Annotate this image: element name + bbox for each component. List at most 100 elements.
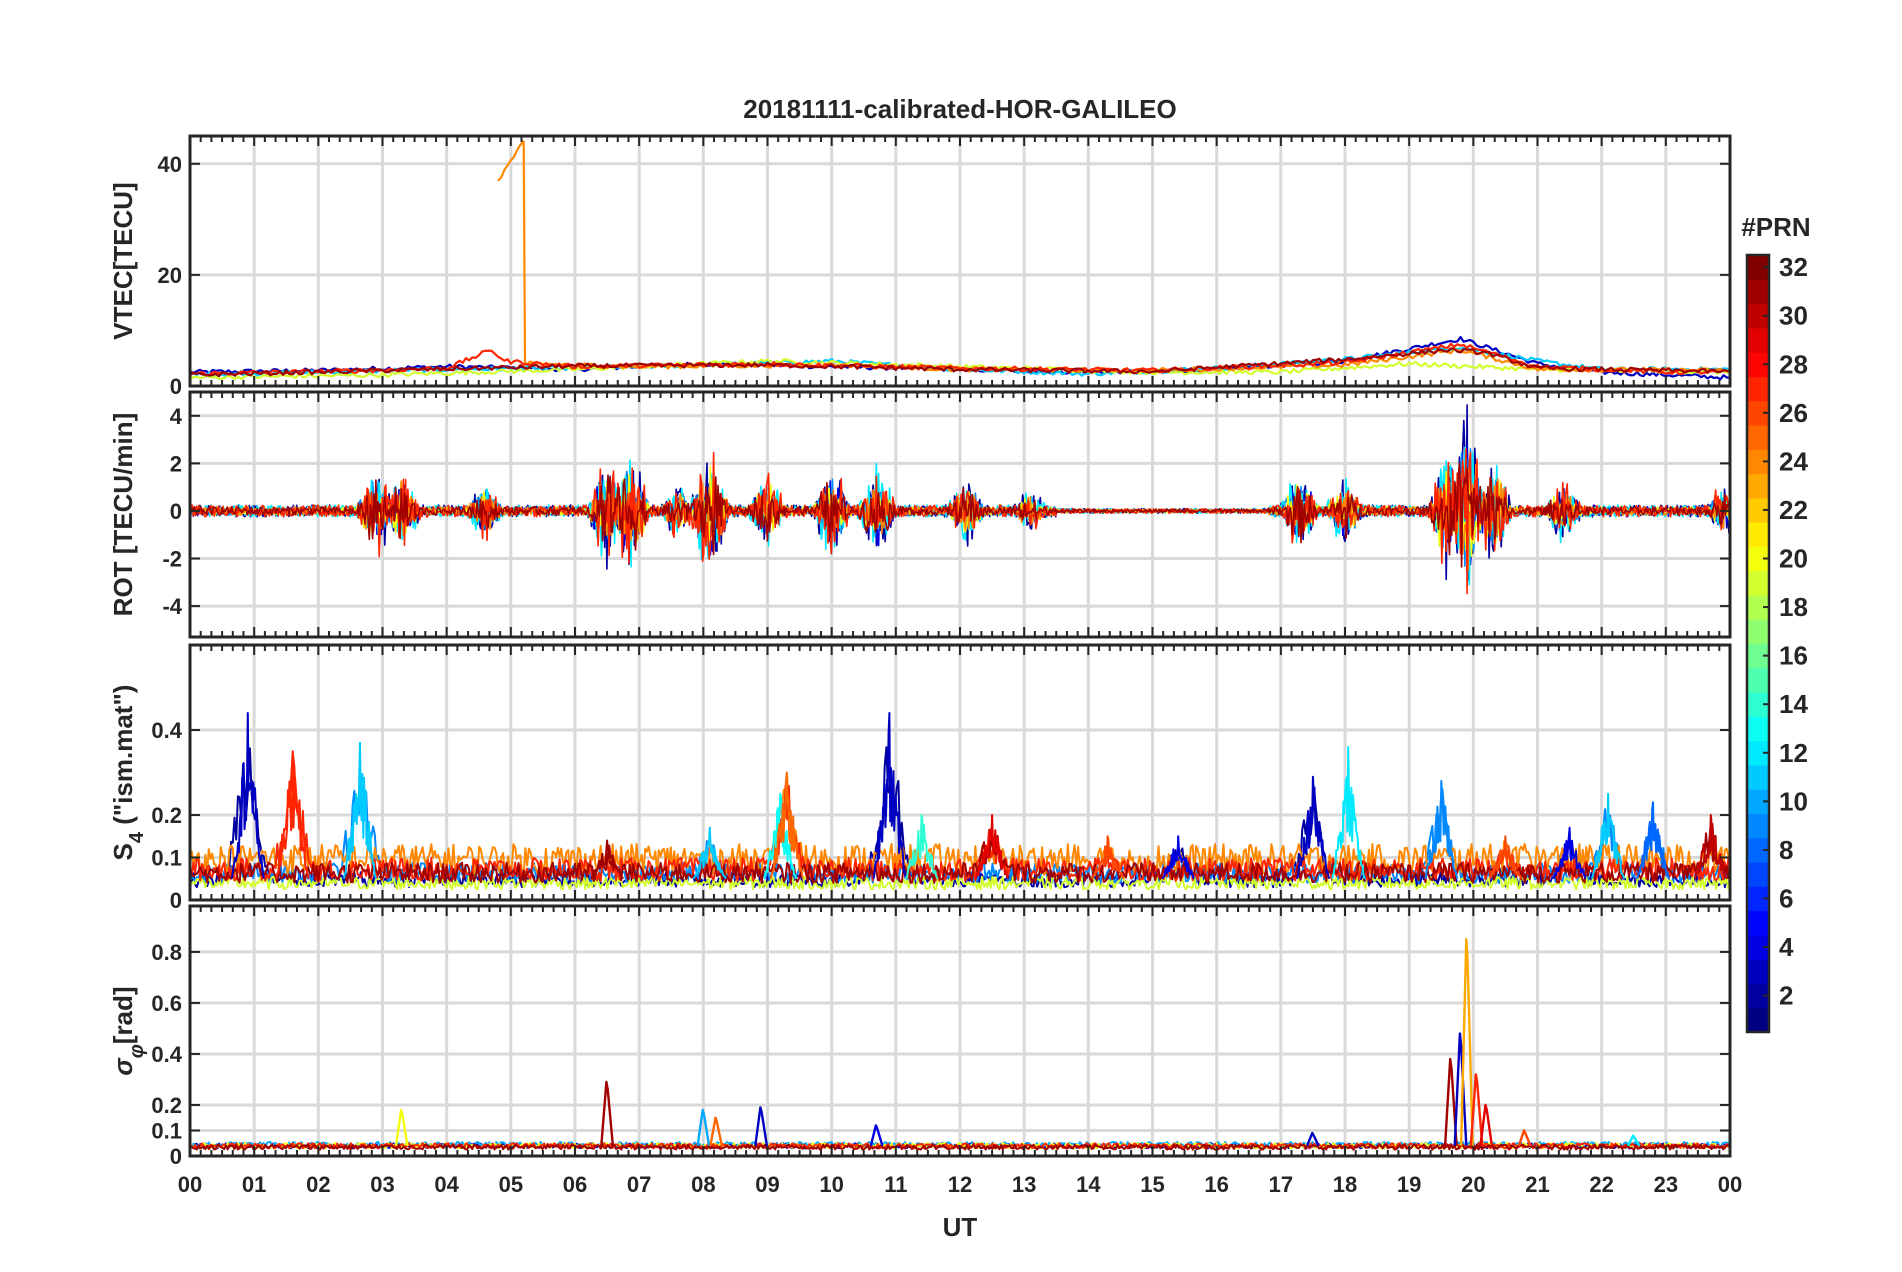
- x-tick-label: 17: [1269, 1172, 1293, 1197]
- colorbar-tick-label: 2: [1779, 981, 1793, 1011]
- x-tick-label: 22: [1589, 1172, 1613, 1197]
- y-axis-label-s4: S4 ("ism.mat"): [108, 685, 148, 861]
- sigma-peak-4: [754, 1106, 769, 1146]
- sigma-peak-9: [1459, 938, 1474, 1146]
- s4-peak-6: [769, 771, 804, 880]
- x-tick-label: 07: [627, 1172, 651, 1197]
- y-tick-label: 20: [158, 263, 182, 288]
- colorbar-swatch: [1747, 327, 1769, 353]
- colorbar-tick-label: 26: [1779, 398, 1808, 428]
- y-axis-label-rot: ROT [TECU/min]: [108, 413, 138, 617]
- s4-peak-11: [1161, 835, 1195, 880]
- y-tick-label: 0.4: [151, 1042, 182, 1067]
- colorbar-swatch: [1747, 692, 1769, 717]
- s4-peak-0: [230, 712, 265, 879]
- colorbar-tick-label: 8: [1779, 835, 1793, 865]
- colorbar-swatch: [1747, 643, 1769, 669]
- colorbar-swatch: [1747, 764, 1769, 790]
- x-tick-label: 06: [563, 1172, 587, 1197]
- y-tick-label: 0: [170, 499, 182, 524]
- colorbar-tick-label: 20: [1779, 544, 1808, 574]
- colorbar-tick-label: 28: [1779, 349, 1808, 379]
- colorbar-swatch: [1747, 813, 1769, 839]
- y-tick-label: 0: [170, 888, 182, 913]
- colorbar-tick-label: 18: [1779, 592, 1808, 622]
- s4-peak-16: [1552, 826, 1587, 880]
- colorbar-tick-label: 24: [1779, 446, 1808, 476]
- colorbar-swatch: [1747, 279, 1769, 305]
- y-tick-label: -2: [162, 547, 182, 572]
- sigma-peak-2: [696, 1108, 711, 1146]
- colorbar-swatch: [1747, 594, 1769, 620]
- y-tick-label: 4: [170, 404, 183, 429]
- colorbar-swatch: [1747, 789, 1769, 815]
- data-layer-s4: [190, 712, 1730, 891]
- s4-peak-2: [343, 741, 378, 880]
- sigma-peak-6: [1305, 1131, 1320, 1147]
- colorbar-swatch: [1747, 449, 1769, 475]
- panel-vtec: 0 20 40 VTEC[TECU]: [108, 134, 1732, 399]
- y-tick-label: 0: [170, 1144, 182, 1169]
- s4-peak-9: [975, 814, 1010, 880]
- y-tick-label: -4: [162, 594, 182, 619]
- colorbar-title: #PRN: [1741, 212, 1810, 242]
- colorbar-swatch: [1747, 522, 1769, 547]
- x-tick-label: 19: [1397, 1172, 1421, 1197]
- x-tick-label: 20: [1461, 1172, 1485, 1197]
- y-tick-label: 0.8: [151, 940, 182, 965]
- colorbar-swatch: [1747, 570, 1769, 596]
- x-tick-label: 09: [755, 1172, 779, 1197]
- x-tick-label: 02: [306, 1172, 330, 1197]
- x-tick-label: 23: [1654, 1172, 1678, 1197]
- colorbar-swatch: [1747, 716, 1769, 742]
- s4-peak-18: [1636, 801, 1670, 880]
- s4-peak-5: [763, 792, 798, 880]
- colorbar-swatch: [1747, 886, 1769, 912]
- colorbar-tick-label: 4: [1779, 932, 1794, 962]
- colorbar-swatch: [1747, 983, 1769, 1009]
- colorbar-tick-label: 16: [1779, 641, 1808, 671]
- colorbar-swatch: [1747, 255, 1769, 280]
- s4-peak-1: [275, 750, 310, 879]
- x-tick-label: 00: [1718, 1172, 1742, 1197]
- s4-peak-8: [904, 814, 939, 880]
- y-tick-label: 0.4: [151, 718, 182, 743]
- x-tick-label: 04: [434, 1172, 459, 1197]
- sigma-peak-13: [1626, 1134, 1641, 1147]
- colorbar-tick-label: 32: [1779, 252, 1808, 282]
- y-tick-label: 0.2: [151, 803, 182, 828]
- x-tick-label: 21: [1525, 1172, 1549, 1197]
- colorbar-swatch: [1747, 619, 1769, 645]
- data-layer-vtec: [190, 140, 1730, 381]
- x-tick-label: 16: [1204, 1172, 1228, 1197]
- colorbar-swatch: [1747, 1007, 1769, 1033]
- x-tick-label: 03: [370, 1172, 394, 1197]
- y-tick-label: 0.1: [151, 1118, 182, 1143]
- s4-peak-7: [872, 712, 907, 880]
- colorbar-tick-label: 14: [1779, 689, 1808, 719]
- y-axis-label-vtec: VTEC[TECU]: [108, 182, 138, 339]
- colorbar-swatch: [1747, 424, 1769, 450]
- colorbar-swatch: [1747, 862, 1769, 887]
- x-tick-label: 18: [1333, 1172, 1357, 1197]
- sigma-peak-5: [869, 1124, 884, 1147]
- colorbar-tick-label: 10: [1779, 786, 1808, 816]
- colorbar-tick-label: 12: [1779, 738, 1808, 768]
- s4-peak-14: [1424, 780, 1459, 880]
- panel-s4: 0 0.1 0.2 0.4S4 ("ism.mat"): [108, 643, 1732, 913]
- y-tick-label: 0.2: [151, 1093, 182, 1118]
- x-tick-label: 05: [499, 1172, 523, 1197]
- s4-peak-10: [1090, 835, 1125, 880]
- x-tick-label: 08: [691, 1172, 715, 1197]
- y-tick-label: 40: [158, 152, 182, 177]
- colorbar-swatch: [1747, 303, 1769, 329]
- s4-peak-13: [1331, 746, 1366, 880]
- x-tick-label: 00: [178, 1172, 202, 1197]
- x-tick-label: 12: [948, 1172, 972, 1197]
- s4-peak-12: [1295, 775, 1330, 880]
- series-prn-19: [190, 358, 1730, 381]
- sigma-peak-10: [1469, 1073, 1484, 1146]
- colorbar-swatch: [1747, 400, 1769, 426]
